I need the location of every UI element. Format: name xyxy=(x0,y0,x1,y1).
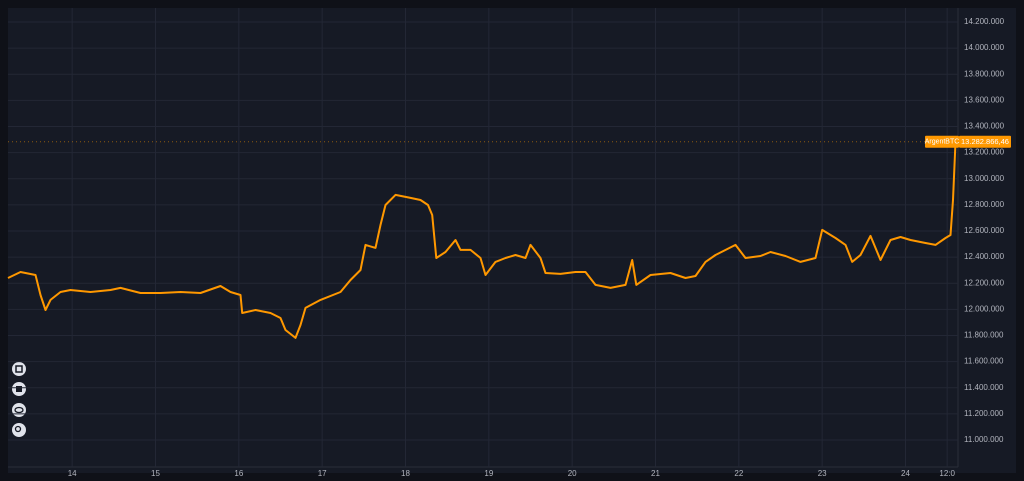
icon xyxy=(15,365,23,373)
icon xyxy=(14,425,22,433)
x-tick-label: 12:0 xyxy=(939,469,955,478)
y-tick-label: 11.800.000 xyxy=(964,331,1004,340)
price-line xyxy=(7,141,957,339)
x-tick-label: 21 xyxy=(651,469,660,478)
last-price-label: 13.282.866,46 xyxy=(961,137,1009,146)
y-tick-label: 14.200.000 xyxy=(964,17,1005,26)
y-tick-label: 12.000.000 xyxy=(964,304,1005,313)
y-tick-label: 13.400.000 xyxy=(964,122,1005,131)
last-price-tag xyxy=(959,135,1011,148)
y-tick-label: 13.200.000 xyxy=(964,148,1005,157)
y-tick-label: 13.000.000 xyxy=(964,174,1005,183)
x-tick-label: 23 xyxy=(818,469,827,478)
x-tick-label: 22 xyxy=(734,469,743,478)
x-tick-label: 24 xyxy=(901,469,910,478)
visibility-button[interactable] xyxy=(12,403,26,417)
y-tick-label: 12.600.000 xyxy=(964,226,1005,235)
y-tick-label: 12.200.000 xyxy=(964,278,1005,287)
y-tick-label: 12.800.000 xyxy=(964,200,1005,209)
y-tick-label: 11.000.000 xyxy=(964,435,1004,444)
y-tick-label: 14.000.000 xyxy=(964,43,1005,52)
y-tick-label: 11.200.000 xyxy=(964,409,1004,418)
x-tick-label: 16 xyxy=(234,469,243,478)
chart-panel xyxy=(8,8,1016,473)
x-tick-label: 14 xyxy=(68,469,77,478)
icon xyxy=(14,406,24,414)
series-name: ArgentBTC xyxy=(925,139,960,146)
y-tick-label: 11.600.000 xyxy=(964,357,1004,366)
x-tick-label: 20 xyxy=(568,469,577,478)
fullscreen-button[interactable] xyxy=(12,362,26,376)
y-tick-label: 12.400.000 xyxy=(964,252,1005,261)
zoom-button[interactable] xyxy=(12,423,26,437)
x-tick-label: 15 xyxy=(151,469,160,478)
series-name-tag xyxy=(925,135,959,148)
x-tick-label: 19 xyxy=(484,469,493,478)
icon xyxy=(16,386,22,392)
y-tick-label: 13.800.000 xyxy=(964,69,1005,78)
y-tick-label: 13.600.000 xyxy=(964,95,1005,104)
y-tick-label: 11.400.000 xyxy=(964,383,1004,392)
x-tick-label: 18 xyxy=(401,469,410,478)
x-tick-label: 17 xyxy=(318,469,327,478)
